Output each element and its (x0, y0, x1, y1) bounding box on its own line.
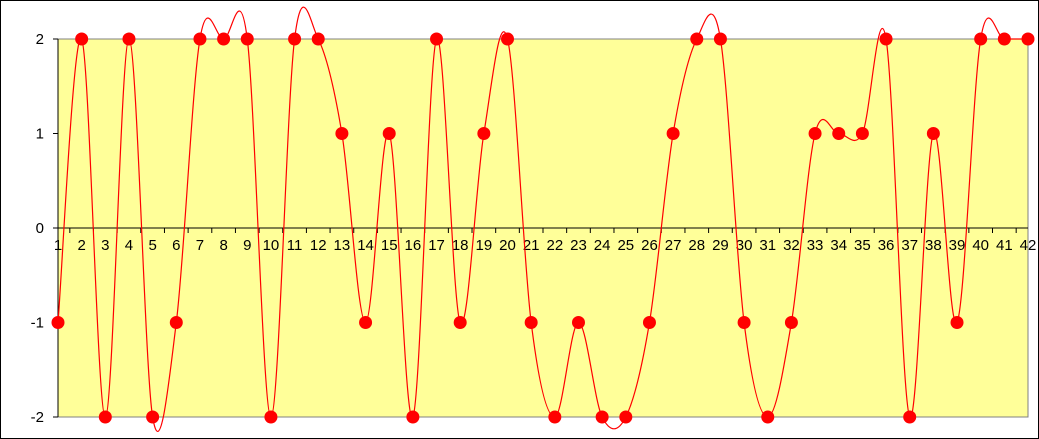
x-tick-label: 39 (949, 237, 966, 254)
x-tick-label: 35 (854, 237, 871, 254)
x-tick-label: 42 (1020, 237, 1037, 254)
data-point (666, 127, 680, 140)
x-tick-label: 1 (54, 237, 62, 254)
x-tick-label: 20 (499, 237, 516, 254)
x-tick-label: 26 (641, 237, 658, 254)
data-point (926, 127, 940, 140)
data-point (51, 316, 65, 329)
x-tick-label: 19 (476, 237, 493, 254)
data-point (430, 32, 444, 46)
x-tick-label: 6 (172, 237, 180, 254)
x-tick-label: 3 (101, 237, 109, 254)
x-tick-label: 25 (617, 237, 634, 254)
data-point (264, 410, 278, 424)
x-tick-label: 33 (807, 237, 824, 254)
x-tick-label: 15 (381, 237, 398, 254)
series-markers (51, 32, 1035, 424)
x-tick-label: 13 (334, 237, 351, 254)
x-tick-label: 36 (878, 237, 895, 254)
data-point (288, 32, 302, 46)
x-tick-label: 5 (148, 237, 156, 254)
x-tick-label: 32 (783, 237, 800, 254)
data-point (453, 316, 467, 329)
data-point (477, 127, 491, 140)
x-tick-label: 17 (428, 237, 445, 254)
x-tick-label: 41 (996, 237, 1013, 254)
data-point (359, 316, 373, 329)
x-tick-label: 11 (287, 237, 303, 254)
data-point (713, 32, 727, 46)
data-point (855, 127, 869, 140)
x-tick-label: 30 (736, 237, 753, 254)
data-point (169, 316, 183, 329)
x-tick-label: 22 (546, 237, 563, 254)
x-tick-label: 38 (925, 237, 942, 254)
x-tick-label: 4 (125, 237, 133, 254)
data-point (879, 32, 893, 46)
data-point (75, 32, 89, 46)
x-tick-label: 12 (310, 237, 327, 254)
data-point (784, 316, 798, 329)
data-point (193, 32, 207, 46)
y-tick-label: -1 (31, 315, 44, 332)
x-tick-label: 14 (357, 237, 374, 254)
data-point (974, 32, 988, 46)
x-tick-label: 34 (830, 237, 847, 254)
data-point (737, 316, 751, 329)
data-point (997, 32, 1011, 46)
x-tick-label: 16 (405, 237, 422, 254)
x-tick-label: 10 (263, 237, 280, 254)
x-tick-label: 9 (243, 237, 251, 254)
data-point (122, 32, 136, 46)
y-tick-label: 2 (36, 31, 44, 48)
x-axis-ticks: 1 2 3 4 5 6 7 8 9 10 11 12 13 14 15 16 17 18 19 20 21 22 23 24 2… (54, 227, 1037, 254)
x-tick-label: 21 (523, 237, 540, 254)
x-tick-label: 7 (196, 237, 204, 254)
x-tick-label: 29 (712, 237, 729, 254)
x-tick-label: 23 (570, 237, 587, 254)
x-tick-label: 24 (594, 237, 611, 254)
data-point (311, 32, 325, 46)
data-point (382, 127, 396, 140)
data-point (595, 410, 609, 424)
data-point (808, 127, 822, 140)
data-point (903, 410, 917, 424)
x-tick-label: 40 (972, 237, 989, 254)
y-tick-label: -2 (31, 409, 44, 426)
data-point (1021, 32, 1035, 46)
data-point (335, 127, 349, 140)
x-tick-label: 27 (665, 237, 682, 254)
y-tick-label: 1 (36, 126, 44, 143)
data-point (240, 32, 254, 46)
data-point (619, 410, 633, 424)
data-point (571, 316, 585, 329)
data-point (761, 410, 775, 424)
x-tick-label: 37 (901, 237, 918, 254)
data-point (832, 127, 846, 140)
data-point (524, 316, 538, 329)
x-tick-label: 31 (759, 237, 776, 254)
x-tick-label: 8 (219, 237, 227, 254)
data-point (548, 410, 562, 424)
y-tick-label: 0 (36, 220, 44, 237)
data-point (690, 32, 704, 46)
data-point (146, 410, 160, 424)
x-tick-label: 2 (77, 237, 85, 254)
x-tick-label: 18 (452, 237, 469, 254)
data-point (501, 32, 515, 46)
data-point (950, 316, 964, 329)
data-point (642, 316, 656, 329)
data-point (217, 32, 231, 46)
data-point (98, 410, 112, 424)
data-point (406, 410, 420, 424)
x-tick-label: 28 (688, 237, 705, 254)
